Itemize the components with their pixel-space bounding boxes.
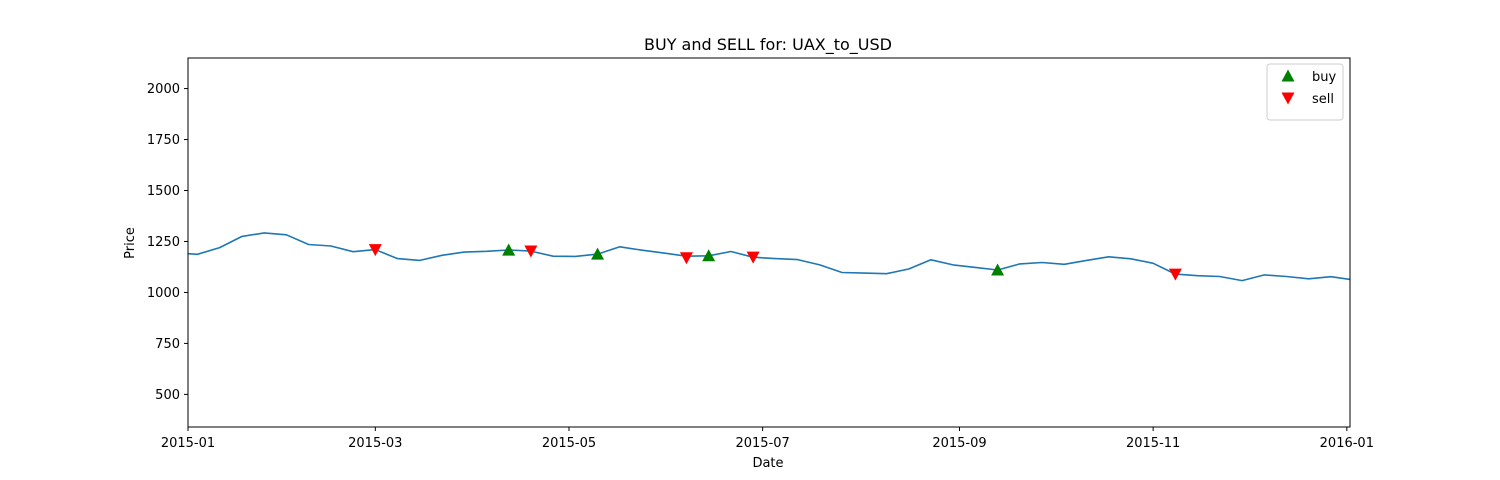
- buy-marker: [502, 243, 516, 256]
- legend: buy sell: [1266, 63, 1344, 121]
- x-tick-label: 2015-05: [542, 436, 596, 451]
- x-tick-label: 2016-01: [1320, 436, 1374, 451]
- legend-sell-marker: [1281, 92, 1295, 105]
- y-tick-label: 1750: [147, 133, 180, 148]
- x-tick-label: 2015-07: [735, 436, 789, 451]
- buy-marker: [991, 263, 1005, 276]
- legend-sell-label: sell: [1312, 92, 1334, 107]
- x-tick-label: 2015-11: [1126, 436, 1180, 451]
- y-tick-label: 2000: [147, 82, 180, 97]
- y-tick-label: 500: [155, 388, 180, 403]
- sell-marker: [368, 244, 382, 257]
- legend-buy-marker: [1281, 69, 1295, 82]
- y-axis-label: Price: [123, 227, 138, 259]
- sell-marker: [679, 252, 693, 265]
- plot-area: [187, 232, 1351, 282]
- axes: 2015-01 2015-03 2015-05 2015-07 2015-09 2015-…: [147, 57, 1374, 451]
- x-tick-label: 2015-03: [348, 436, 402, 451]
- price-line: [187, 232, 1351, 282]
- chart-title: BUY and SELL for: UAX_to_USD: [644, 35, 892, 55]
- sell-marker: [746, 251, 760, 264]
- x-tick-label: 2015-09: [932, 436, 986, 451]
- y-tick-label: 1500: [147, 184, 180, 199]
- legend-buy-label: buy: [1312, 70, 1336, 85]
- x-axis-label: Date: [752, 456, 783, 471]
- x-tick-label: 2015-01: [161, 436, 215, 451]
- y-tick-label: 1000: [147, 286, 180, 301]
- buy-marker: [591, 247, 605, 260]
- buy-marker: [702, 249, 716, 262]
- y-tick-label: 1250: [147, 235, 180, 250]
- sell-marker: [524, 245, 538, 258]
- axes-frame: [187, 57, 1351, 428]
- sell-marker: [1168, 268, 1182, 281]
- y-tick-label: 750: [155, 337, 180, 352]
